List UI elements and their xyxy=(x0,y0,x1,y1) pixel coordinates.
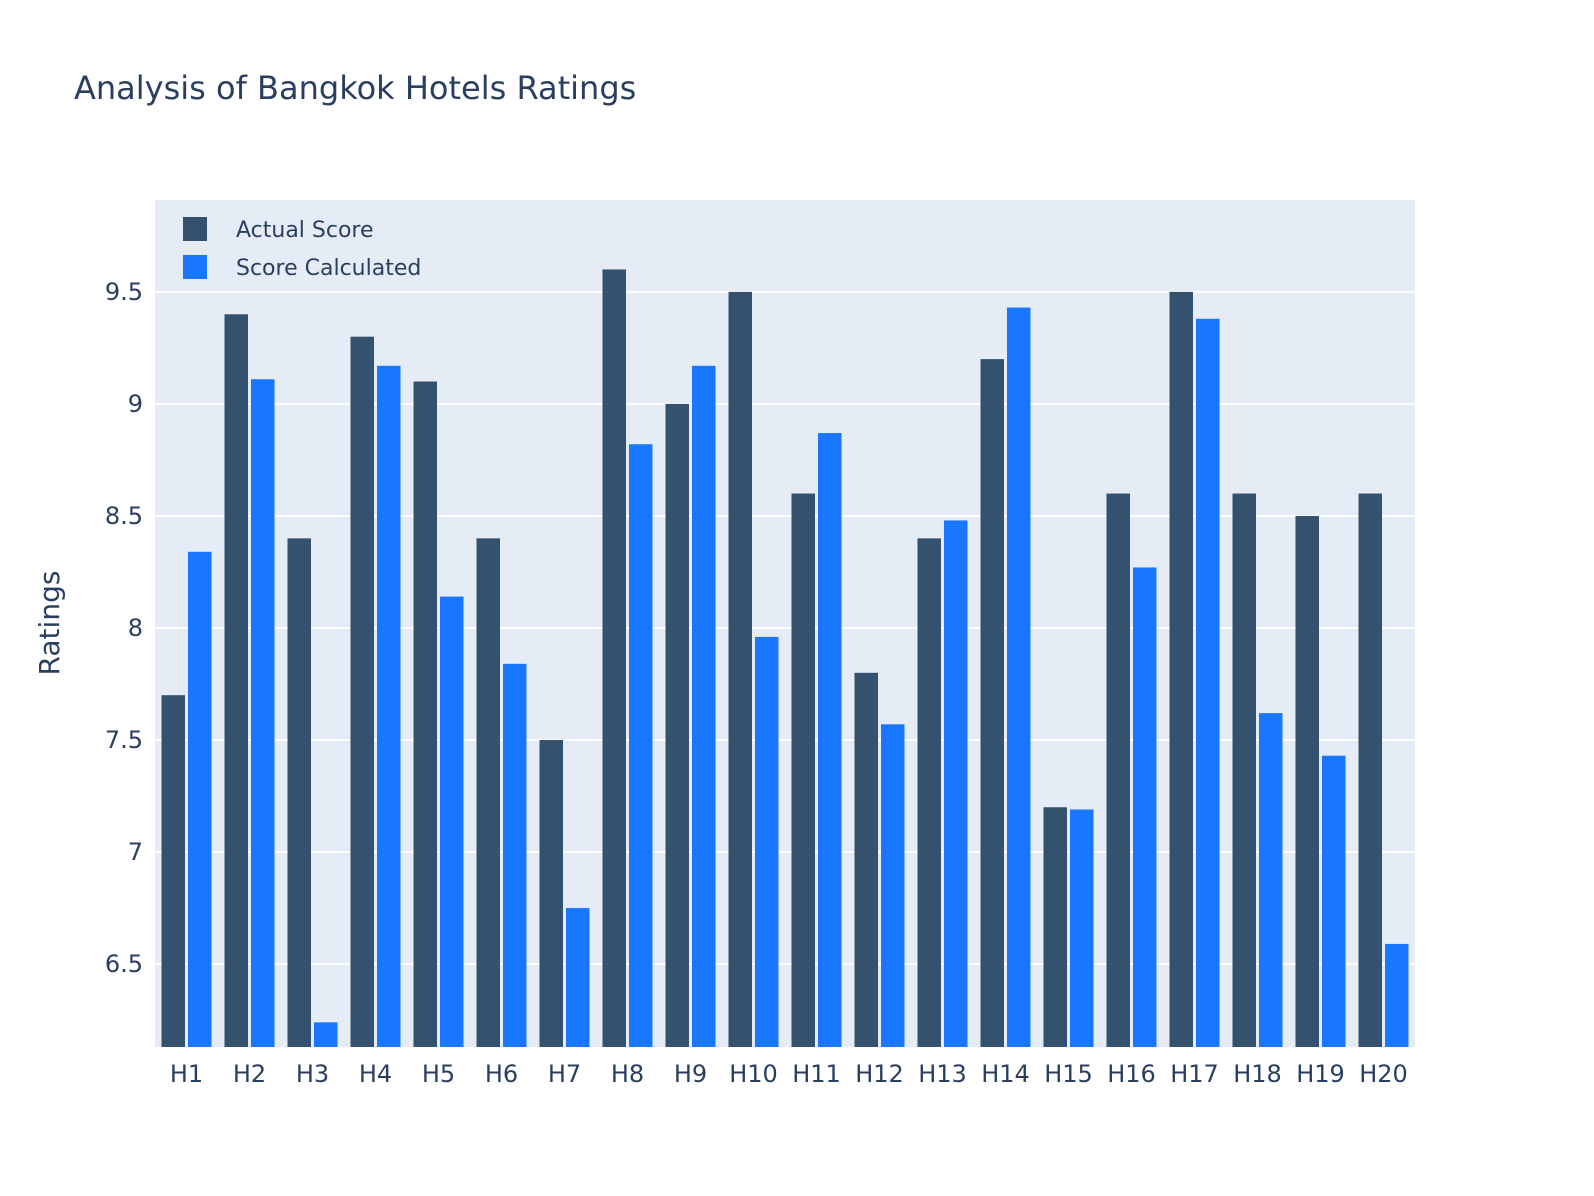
x-tick-label: H6 xyxy=(485,1060,518,1088)
x-tick-label: H5 xyxy=(422,1060,455,1088)
bar-actual-score xyxy=(791,493,815,1047)
chart-title: Analysis of Bangkok Hotels Ratings xyxy=(74,69,636,107)
bar-score-calculated xyxy=(1259,713,1283,1047)
y-axis-title: Ratings xyxy=(33,571,66,676)
bar-actual-score xyxy=(1106,493,1130,1047)
x-tick-label: H1 xyxy=(170,1060,203,1088)
bar-score-calculated xyxy=(1385,943,1409,1047)
bar-actual-score xyxy=(476,538,500,1047)
bar-score-calculated xyxy=(692,365,716,1047)
legend-label: Score Calculated xyxy=(236,256,421,281)
bar-score-calculated xyxy=(1322,755,1346,1047)
bar-actual-score xyxy=(1169,291,1193,1047)
y-tick-label: 9.5 xyxy=(105,278,143,306)
bar-actual-score xyxy=(287,538,311,1047)
bar-score-calculated xyxy=(629,444,653,1048)
x-tick-label: H16 xyxy=(1107,1060,1156,1088)
y-tick-label: 6.5 xyxy=(105,950,143,978)
bar-actual-score xyxy=(350,336,374,1047)
bar-actual-score xyxy=(917,538,941,1047)
x-tick-label: H9 xyxy=(674,1060,707,1088)
bar-actual-score xyxy=(539,740,563,1047)
bars xyxy=(161,269,1409,1048)
bar-score-calculated xyxy=(188,551,212,1047)
x-tick-label: H10 xyxy=(729,1060,778,1088)
bar-actual-score xyxy=(602,269,626,1047)
y-axis-ticks: 6.5 7 7.5 8 8.5 9 9.5 xyxy=(105,278,143,978)
bar-score-calculated xyxy=(944,520,968,1047)
bar-actual-score xyxy=(1043,807,1067,1047)
y-tick-label: 8 xyxy=(128,614,143,642)
bar-score-calculated xyxy=(1196,318,1220,1047)
x-tick-label: H8 xyxy=(611,1060,644,1088)
legend-swatch xyxy=(183,255,207,279)
bar-actual-score xyxy=(980,359,1004,1047)
x-tick-label: H12 xyxy=(855,1060,904,1088)
x-tick-label: H17 xyxy=(1170,1060,1219,1088)
bar-score-calculated xyxy=(755,636,779,1047)
y-tick-label: 7.5 xyxy=(105,726,143,754)
x-tick-label: H11 xyxy=(792,1060,841,1088)
bar-actual-score xyxy=(224,314,248,1047)
bar-actual-score xyxy=(413,381,437,1047)
x-axis-ticks: H1 H2 H3 H4 H5 H6 H7 H8 H9 H10 H11 H12 H13 H14 H15 H16 H… xyxy=(170,1060,1408,1088)
x-tick-label: H14 xyxy=(981,1060,1030,1088)
bar-score-calculated xyxy=(314,1022,338,1047)
bar-score-calculated xyxy=(377,365,401,1047)
x-tick-label: H7 xyxy=(548,1060,581,1088)
plot-area xyxy=(155,200,1415,1047)
bar-actual-score xyxy=(161,695,185,1047)
bar-score-calculated xyxy=(1007,307,1031,1047)
legend-swatch xyxy=(183,217,207,241)
bar-score-calculated xyxy=(881,724,905,1047)
bar-actual-score xyxy=(1295,515,1319,1047)
bar-actual-score xyxy=(1358,493,1382,1047)
x-tick-label: H20 xyxy=(1359,1060,1408,1088)
x-tick-label: H13 xyxy=(918,1060,967,1088)
legend-label: Actual Score xyxy=(236,218,374,243)
bar-score-calculated xyxy=(818,433,842,1047)
bar-score-calculated xyxy=(440,596,464,1047)
x-tick-label: H4 xyxy=(359,1060,392,1088)
x-tick-label: H18 xyxy=(1233,1060,1282,1088)
y-tick-label: 8.5 xyxy=(105,502,143,530)
x-tick-label: H3 xyxy=(296,1060,329,1088)
bar-actual-score xyxy=(1232,493,1256,1047)
x-tick-label: H19 xyxy=(1296,1060,1345,1088)
bar-score-calculated xyxy=(566,908,590,1047)
bar-score-calculated xyxy=(503,663,527,1047)
bar-score-calculated xyxy=(1133,567,1157,1047)
y-tick-label: 7 xyxy=(128,838,143,866)
bar-actual-score xyxy=(854,672,878,1047)
legend: Actual Score Score Calculated xyxy=(183,217,421,281)
bar-score-calculated xyxy=(251,379,275,1047)
x-tick-label: H15 xyxy=(1044,1060,1093,1088)
x-tick-label: H2 xyxy=(233,1060,266,1088)
bar-actual-score xyxy=(728,291,752,1047)
bar-score-calculated xyxy=(1070,809,1094,1047)
bar-actual-score xyxy=(665,403,689,1047)
y-tick-label: 9 xyxy=(128,390,143,418)
